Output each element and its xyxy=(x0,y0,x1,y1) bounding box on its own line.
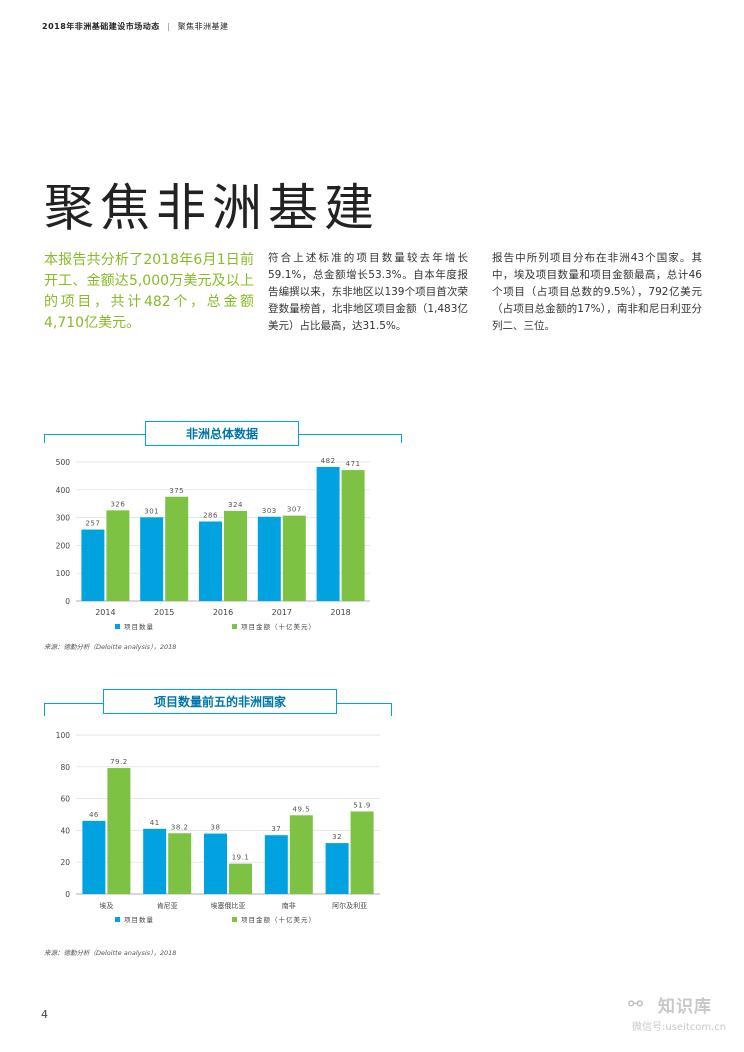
x-tick-label: 埃及 xyxy=(99,901,113,910)
bar-project-count xyxy=(143,828,167,894)
y-tick-label: 0 xyxy=(65,890,70,899)
bar-project-count xyxy=(199,521,222,601)
y-tick-label: 100 xyxy=(56,731,71,740)
data-label: 375 xyxy=(169,487,184,495)
x-tick-label: 2015 xyxy=(154,608,174,617)
x-tick-label: 2016 xyxy=(213,608,233,617)
bar-project-count xyxy=(140,517,164,601)
intro-lead: 本报告共分析了2018年6月1日前开工、金额达5,000万美元及以上的项目，共计… xyxy=(44,252,254,331)
data-label: 326 xyxy=(110,500,125,508)
legend-label: 项目金额（十亿美元） xyxy=(241,622,316,631)
chart1-title: 非洲总体数据 xyxy=(145,421,299,446)
bar-project-value xyxy=(106,510,130,601)
bar-project-value xyxy=(289,815,313,894)
y-tick-label: 400 xyxy=(56,486,71,495)
bar-project-value xyxy=(350,811,374,894)
y-tick-label: 80 xyxy=(60,763,70,772)
bar-project-value xyxy=(282,515,306,601)
y-tick-label: 200 xyxy=(56,541,71,550)
watermark: ⚯ 知识库 微信号:useitcom.cn xyxy=(628,990,740,1040)
data-label: 79.2 xyxy=(110,758,128,766)
intro-column-3: 报告中所列项目分布在非洲43个国家。其中，埃及项目数量和项目金额最高，总计46个… xyxy=(492,252,702,332)
bar-project-value xyxy=(107,768,131,894)
chart2-source: 来源：德勤分析（Deloitte analysis），2018 xyxy=(44,949,177,957)
x-tick-label: 肯尼亚 xyxy=(157,901,178,910)
data-label: 37 xyxy=(271,825,281,833)
section-name: 聚焦非洲基建 xyxy=(177,22,229,31)
data-label: 38.2 xyxy=(171,823,189,831)
data-label: 46 xyxy=(89,811,99,819)
data-label: 482 xyxy=(321,457,336,465)
y-tick-label: 500 xyxy=(56,458,71,467)
y-tick-label: 60 xyxy=(60,795,70,804)
bar-project-value xyxy=(229,863,252,894)
chart2-frame-tick-right xyxy=(391,703,392,716)
chart1-frame-tick-right xyxy=(401,434,402,443)
bar-project-value xyxy=(224,510,247,601)
data-label: 303 xyxy=(262,507,277,515)
legend-swatch xyxy=(115,917,120,922)
data-label: 49.5 xyxy=(293,805,311,813)
bar-project-count xyxy=(82,820,106,894)
page-number: 4 xyxy=(41,1008,48,1021)
y-tick-label: 0 xyxy=(65,597,70,606)
running-header: 2018年非洲基础建设市场动态 | 聚焦非洲基建 xyxy=(42,21,229,32)
bar-project-value xyxy=(165,496,189,601)
bar-project-count xyxy=(81,529,105,601)
x-tick-label: 南非 xyxy=(282,901,296,910)
legend-swatch xyxy=(115,624,120,629)
x-tick-label: 2018 xyxy=(330,608,350,617)
data-label: 38 xyxy=(211,824,221,832)
intro-column-2: 符合上述标准的项目数量较去年增长59.1%，总金额增长53.3%。自本年度报告编… xyxy=(268,252,468,332)
watermark-sub: 微信号:useitcom.cn xyxy=(632,1022,727,1033)
legend-label: 项目数量 xyxy=(124,915,154,924)
x-tick-label: 阿尔及利亚 xyxy=(332,901,367,910)
y-tick-label: 20 xyxy=(60,858,70,867)
legend-swatch xyxy=(232,917,237,922)
data-label: 301 xyxy=(144,507,159,515)
chart2-frame-tick-left xyxy=(44,703,45,716)
bar-project-count xyxy=(316,467,340,601)
data-label: 324 xyxy=(228,501,243,509)
data-label: 471 xyxy=(346,460,361,468)
chart2-title: 项目数量前五的非洲国家 xyxy=(103,689,337,714)
bar-project-value xyxy=(341,470,365,601)
data-label: 257 xyxy=(85,520,100,528)
data-label: 41 xyxy=(150,819,160,827)
bar-project-count xyxy=(264,835,288,894)
header-separator: | xyxy=(167,22,171,31)
y-tick-label: 100 xyxy=(56,569,71,578)
legend-label: 项目金额（十亿美元） xyxy=(241,915,316,924)
x-tick-label: 2017 xyxy=(272,608,292,617)
data-label: 286 xyxy=(203,511,218,519)
page-title: 聚焦非洲基建 xyxy=(44,179,380,237)
bar-project-value xyxy=(168,833,192,894)
wechat-icon: ⚯ xyxy=(628,994,644,1015)
bar-project-count xyxy=(204,833,227,894)
chart-top5-countries: 0 20 40 60 80 100 46 79.2 埃及 41 38.2 肯尼亚 38 19.1 埃塞俄比亚… xyxy=(56,731,380,924)
chart-overall-africa: 0 100 200 300 400 500 257 326 2014 301 375 2015 286 3… xyxy=(56,457,370,631)
bar-project-count xyxy=(325,843,349,894)
data-label: 307 xyxy=(287,506,302,514)
data-label: 19.1 xyxy=(232,854,250,862)
y-tick-label: 300 xyxy=(56,514,71,523)
x-tick-label: 埃塞俄比亚 xyxy=(211,901,246,910)
bar-project-count xyxy=(257,516,281,601)
data-label: 51.9 xyxy=(353,801,371,809)
chart1-source: 来源：德勤分析（Deloitte analysis），2018 xyxy=(44,643,177,651)
data-label: 32 xyxy=(332,833,342,841)
watermark-brand: 知识库 xyxy=(658,997,712,1017)
x-tick-label: 2014 xyxy=(95,608,115,617)
legend-label: 项目数量 xyxy=(124,622,154,631)
y-tick-label: 40 xyxy=(60,826,70,835)
legend-swatch xyxy=(232,624,237,629)
chart1-frame-tick-left xyxy=(44,434,45,443)
report-title: 2018年非洲基础建设市场动态 xyxy=(42,22,160,31)
